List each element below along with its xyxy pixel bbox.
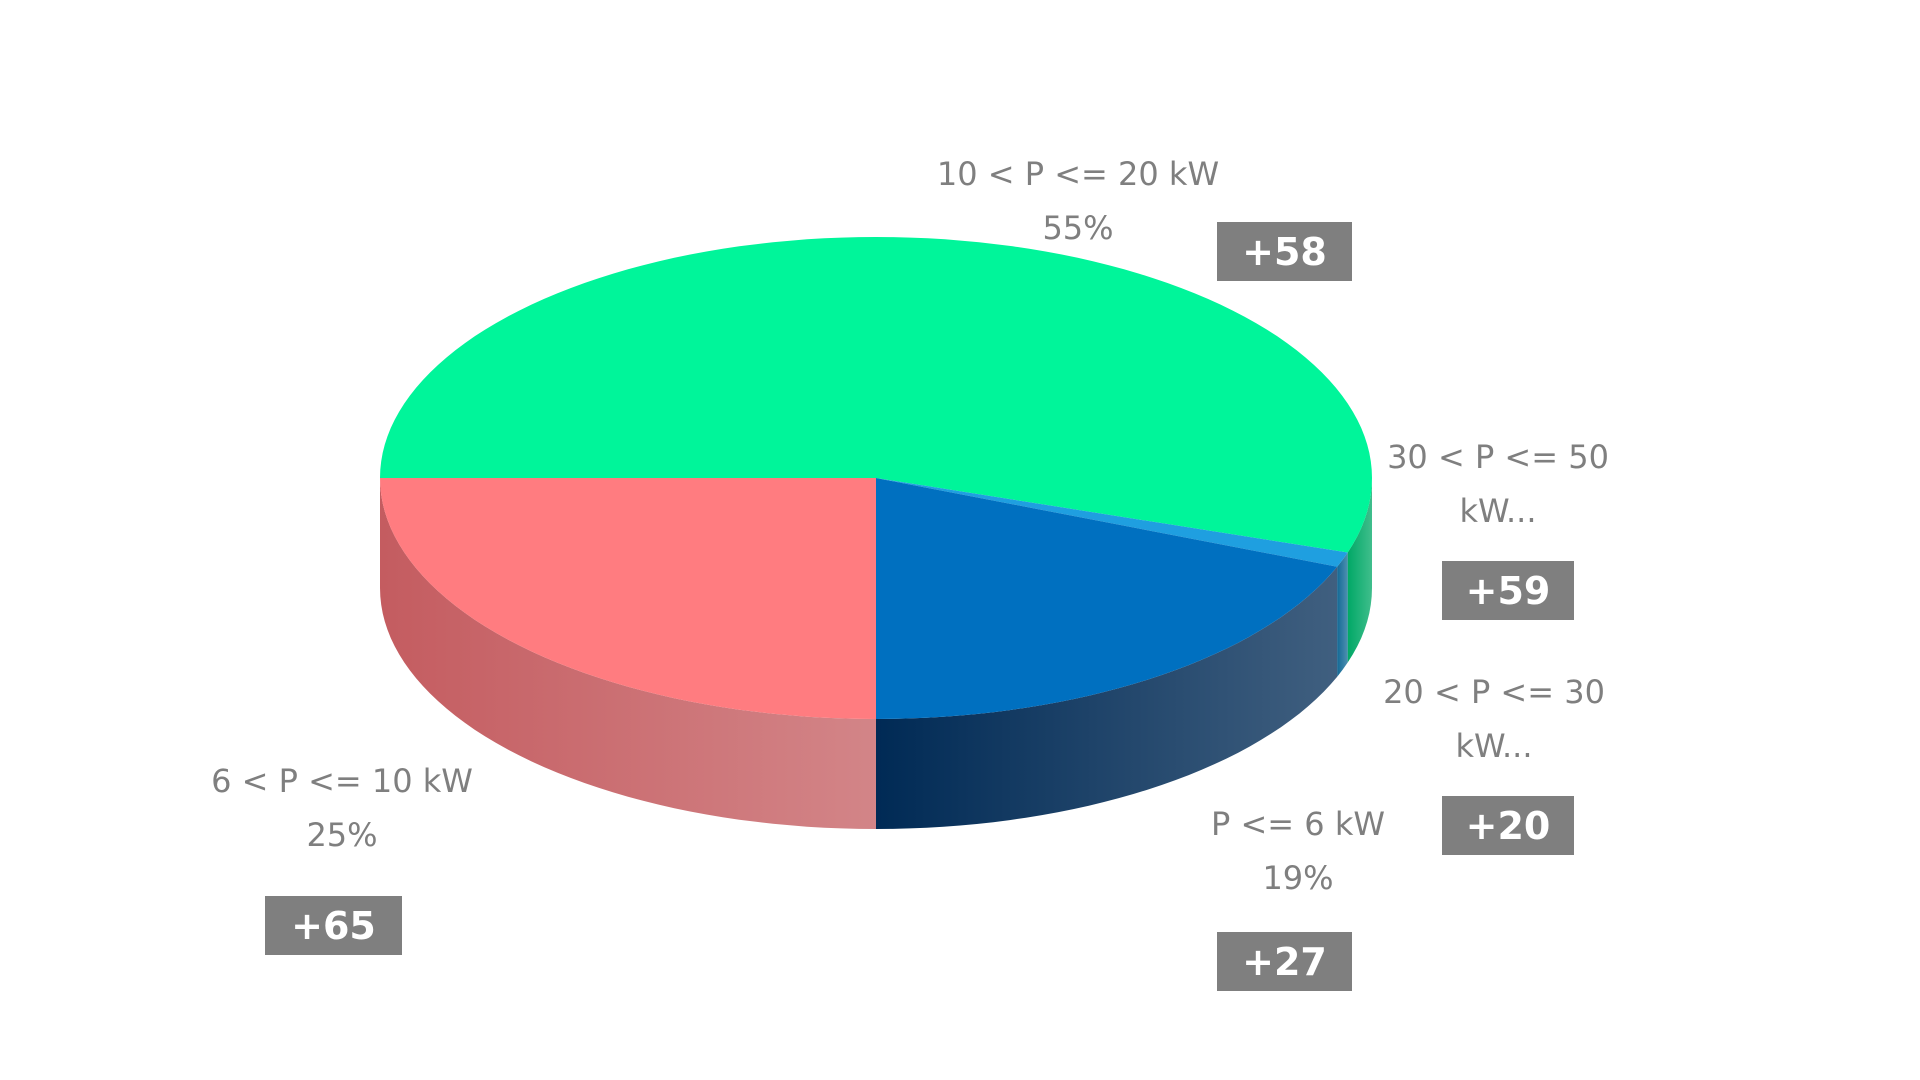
- slice: [876, 478, 1348, 567]
- data-label: 6 < P <= 10 kW 25%: [182, 754, 502, 862]
- delta-badge: +59: [1442, 561, 1574, 620]
- slice-side: [876, 566, 1338, 829]
- slice: [380, 237, 1372, 553]
- delta-badge: +58: [1217, 222, 1352, 281]
- category-label: 30 < P <= 50 kW...: [1387, 438, 1609, 530]
- data-label: 20 < P <= 30 kW...: [1369, 665, 1619, 773]
- delta-badge: +27: [1217, 932, 1352, 991]
- category-label: P <= 6 kW: [1211, 805, 1385, 843]
- slice-side: [1337, 552, 1348, 677]
- data-label: 10 < P <= 20 kW 55%: [888, 147, 1268, 255]
- slice-side: [1347, 478, 1372, 663]
- data-label: 30 < P <= 50 kW...: [1373, 430, 1623, 538]
- category-label: 20 < P <= 30 kW...: [1383, 673, 1605, 765]
- category-label: 10 < P <= 20 kW: [936, 155, 1220, 193]
- value-label: 55%: [1042, 209, 1114, 247]
- slice: [876, 478, 1338, 719]
- slice: [380, 478, 876, 719]
- value-label: 19%: [1262, 859, 1334, 897]
- category-label: 6 < P <= 10 kW: [211, 762, 473, 800]
- slice-side: [380, 478, 876, 829]
- data-label: P <= 6 kW 19%: [1148, 797, 1448, 905]
- delta-badge: +20: [1442, 796, 1574, 855]
- value-label: 25%: [306, 816, 378, 854]
- delta-badge: +65: [265, 896, 402, 955]
